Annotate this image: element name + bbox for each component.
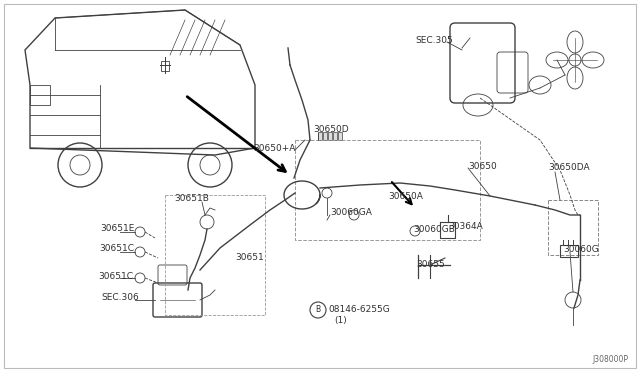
Text: 30650DA: 30650DA — [548, 163, 589, 172]
Bar — [328, 132, 332, 140]
Bar — [295, 140, 480, 240]
Text: 30651E: 30651E — [100, 224, 134, 233]
Text: 30651: 30651 — [235, 253, 264, 262]
Text: 30364A: 30364A — [448, 222, 483, 231]
Text: 30650+A: 30650+A — [253, 144, 296, 153]
Text: 30651C: 30651C — [98, 272, 133, 281]
Text: 30650A: 30650A — [388, 192, 423, 201]
Text: 30650: 30650 — [468, 162, 497, 171]
Bar — [333, 132, 337, 140]
Bar — [318, 132, 322, 140]
Bar — [548, 200, 598, 255]
Text: 30655: 30655 — [416, 260, 445, 269]
Text: 08146-6255G: 08146-6255G — [328, 305, 390, 314]
Text: B: B — [316, 305, 321, 314]
Bar — [165, 195, 265, 315]
Bar — [30, 85, 50, 105]
Bar — [560, 245, 578, 257]
Text: 30060G: 30060G — [563, 245, 599, 254]
Bar — [161, 61, 169, 71]
Text: SEC.306: SEC.306 — [101, 293, 139, 302]
Text: 30060GB: 30060GB — [413, 225, 455, 234]
Text: (1): (1) — [334, 316, 347, 325]
Text: 30651C: 30651C — [99, 244, 134, 253]
Bar — [323, 132, 327, 140]
Text: 30651B: 30651B — [174, 194, 209, 203]
Text: J308000P: J308000P — [592, 355, 628, 364]
Text: 30060GA: 30060GA — [330, 208, 372, 217]
Text: SEC.305: SEC.305 — [415, 36, 452, 45]
Text: 30650D: 30650D — [313, 125, 349, 134]
Bar — [338, 132, 342, 140]
